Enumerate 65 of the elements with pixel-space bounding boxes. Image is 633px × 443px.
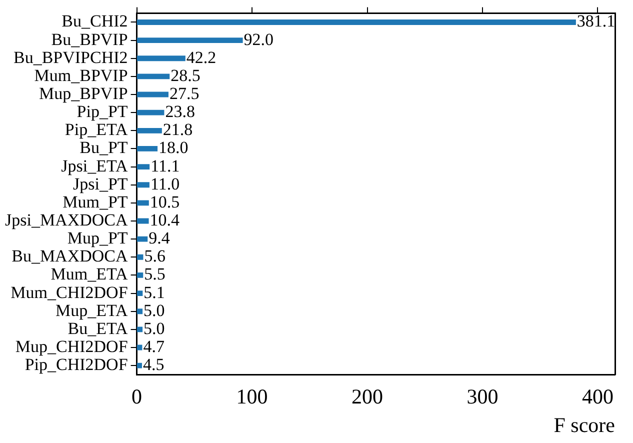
bar [136,56,186,62]
data-label: 5.5 [144,264,166,284]
y-tick-label: Jpsi_MAXDOCA [4,210,129,230]
data-label: 381.1 [576,12,616,31]
y-tick-label: Pip_CHI2DOF [24,355,128,374]
y-tick-label: Jpsi_PT [72,174,128,194]
y-tick-label: Pip_PT [76,102,128,122]
bar [136,218,149,224]
data-label: 4.7 [143,336,165,356]
data-label: 21.8 [162,120,193,140]
y-tick-label: Mum_CHI2DOF [10,282,128,302]
data-label: 27.5 [169,84,200,103]
bar [136,182,150,188]
y-tick-label: Bu_BPVIP [51,30,128,49]
y-tick-label: Mum_ETA [50,264,129,284]
y-tick-label: Mum_PT [62,192,128,212]
data-label: 5.0 [144,318,165,338]
bar [136,128,162,134]
bar [136,92,168,98]
x-tick-label: 100 [236,384,268,409]
data-label: 11.0 [150,174,180,194]
x-tick-label: 400 [582,384,614,409]
y-tick-label: Bu_ETA [68,318,129,338]
data-label: 28.5 [170,66,200,85]
y-tick-label: Bu_CHI2 [62,12,128,31]
bar [136,308,143,314]
bar [136,38,243,44]
bar [136,362,142,368]
x-tick-label: 200 [352,384,384,409]
data-label: 4.5 [142,355,164,374]
bar [136,290,143,296]
bar [136,20,576,25]
data-label: 92.0 [244,30,274,49]
bar [136,74,170,80]
y-tick-label: Bu_PT [80,138,128,158]
data-label: 5.0 [144,300,165,320]
y-tick-label: Jpsi_ETA [61,156,129,176]
data-label: 18.0 [158,138,188,158]
data-label: 5.1 [144,282,165,302]
y-tick-label: Mup_ETA [55,300,129,320]
data-label: 9.4 [148,228,170,248]
data-label: 42.2 [186,48,216,67]
bar [136,272,144,278]
y-tick-label: Mup_CHI2DOF [15,336,128,356]
bar [136,200,149,206]
bar [136,164,150,170]
data-label: 5.6 [144,246,166,266]
data-label: 10.4 [150,210,180,230]
bar [136,146,158,152]
x-tick-label: 300 [466,384,498,409]
y-tick-label: Mup_BPVIP [38,84,128,103]
x-axis-title: F score [554,412,615,437]
y-tick-label: Bu_BPVIPCHI2 [13,48,128,67]
data-label: 10.5 [150,192,180,212]
bar [136,236,148,242]
data-label: 11.1 [150,156,180,176]
y-tick-label: Pip_ETA [64,120,129,140]
y-tick-label: Bu_MAXDOCA [12,246,129,266]
x-tick-label: 0 [132,384,142,409]
y-tick-label: Mum_BPVIP [34,66,128,85]
bar [136,110,164,116]
data-label: 23.8 [165,102,195,122]
bar [136,254,144,260]
y-tick-label: Mup_PT [67,228,128,248]
bar [136,326,143,332]
